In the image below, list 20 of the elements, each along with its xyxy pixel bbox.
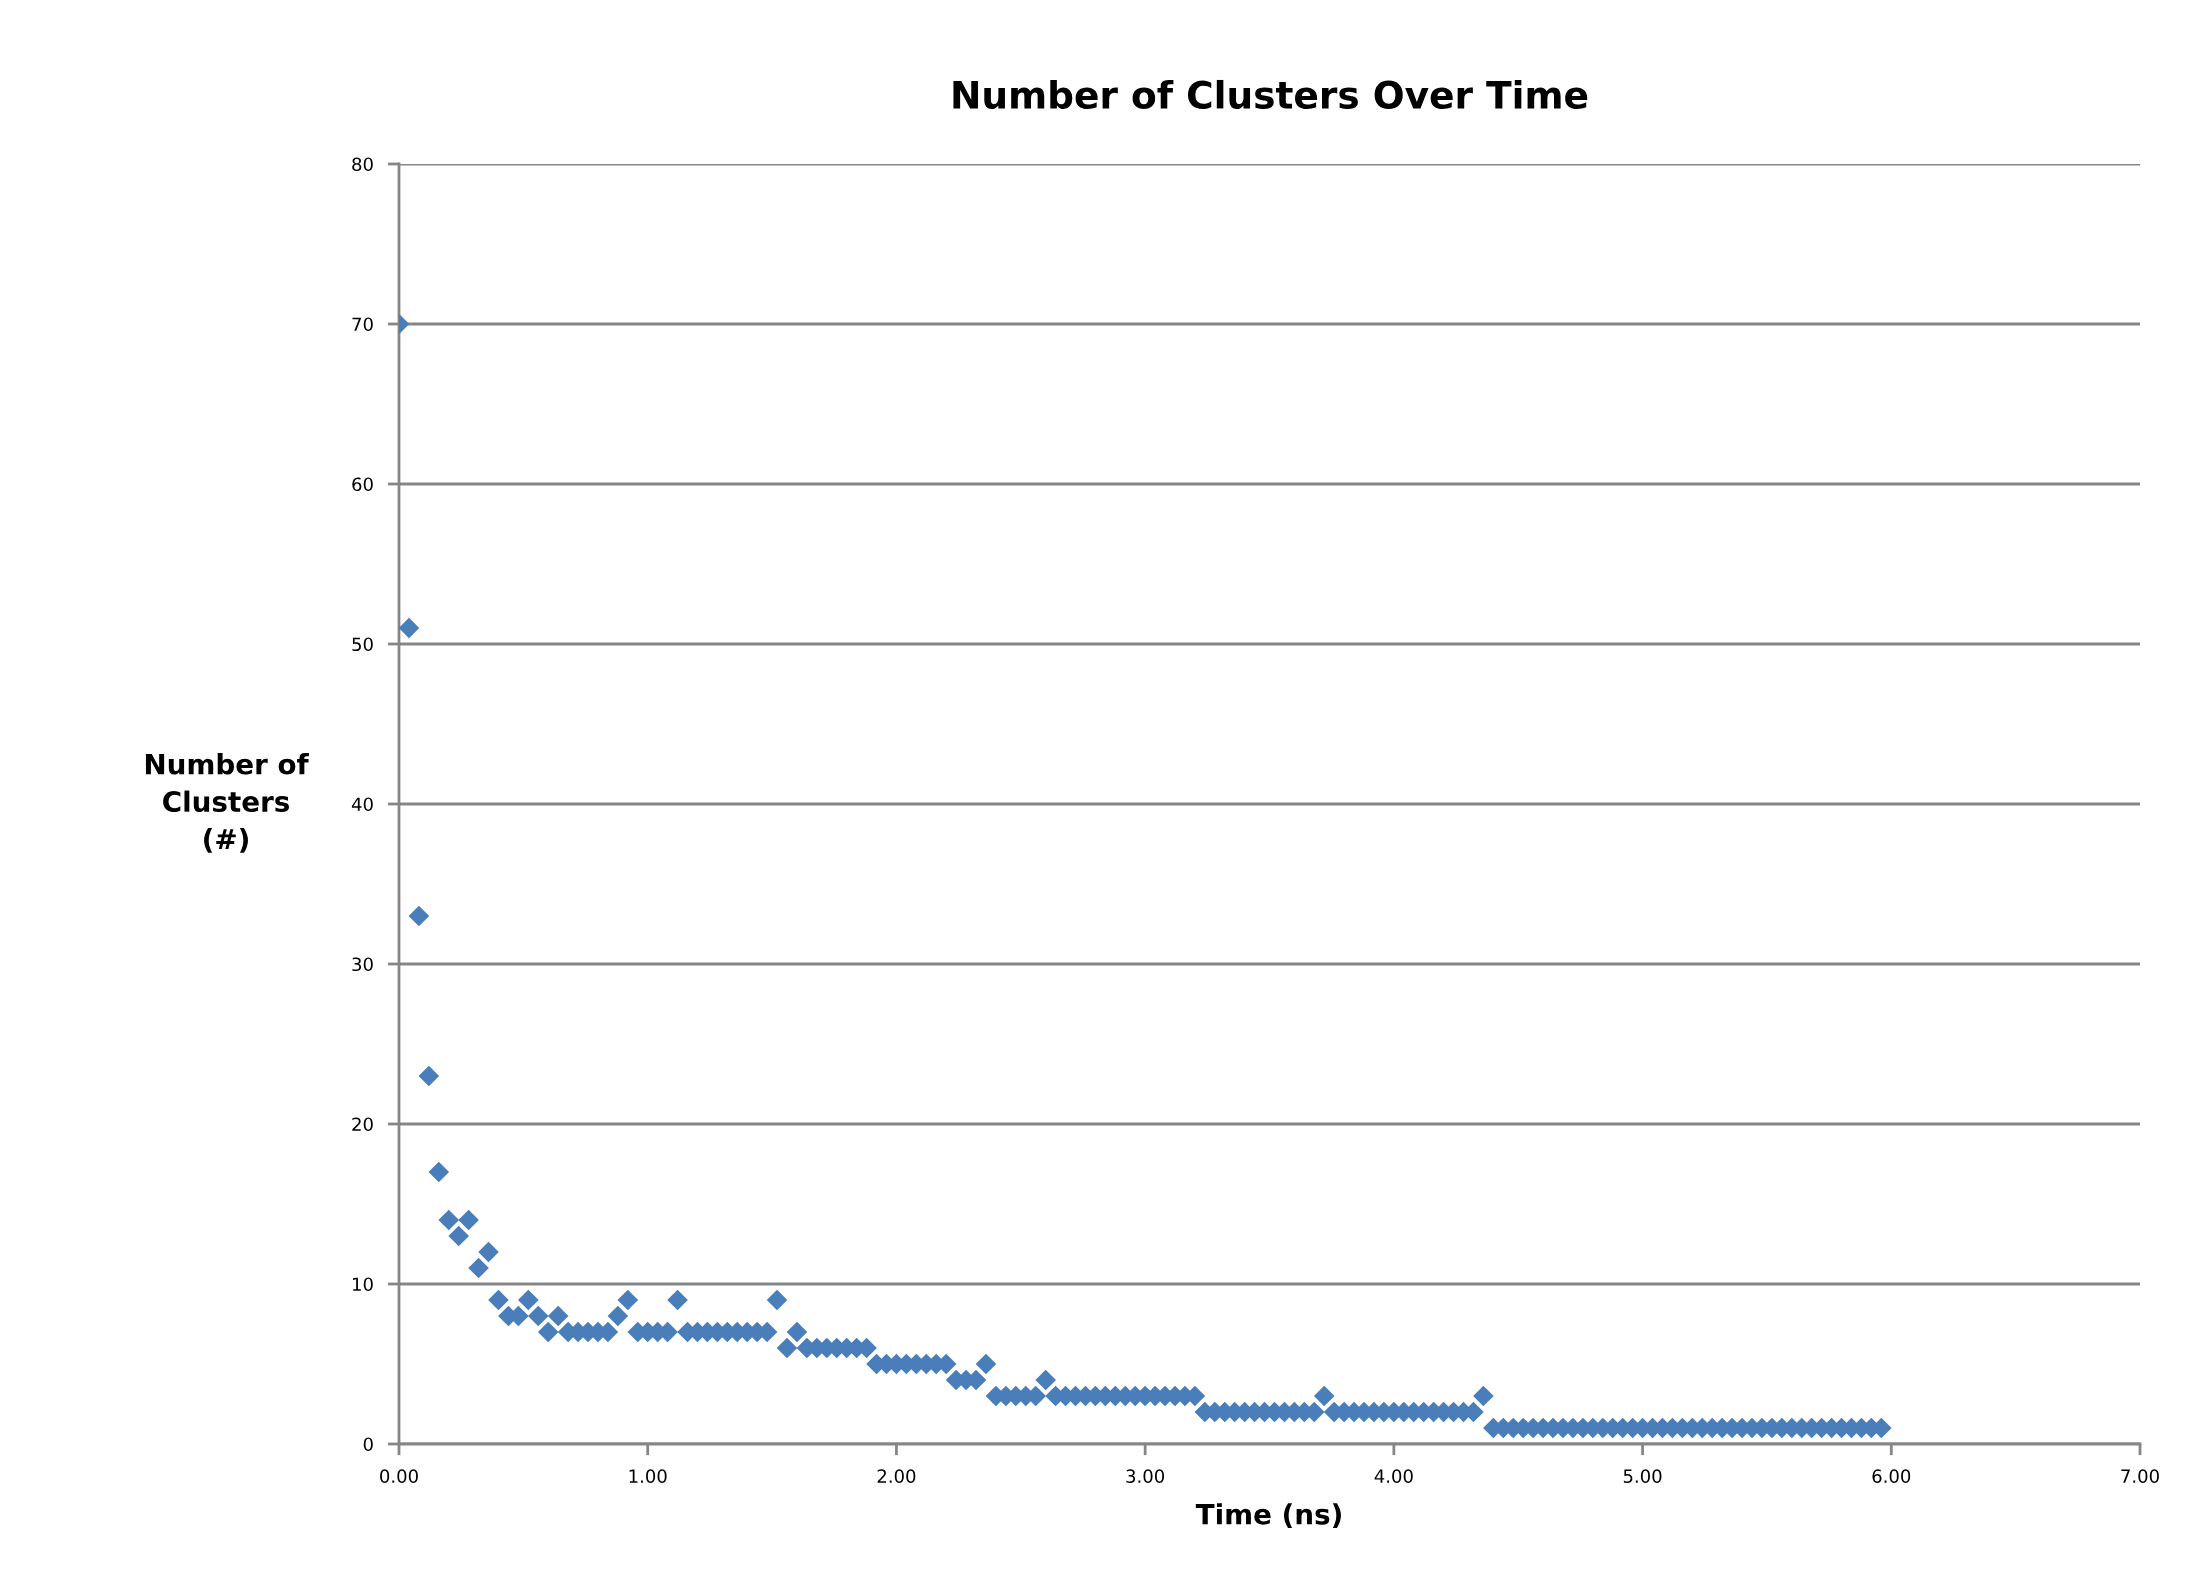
- y-tick-label: 40: [351, 797, 373, 812]
- y-tick-label: 80: [352, 157, 373, 172]
- y-axis-title: Number of Clusters (#): [145, 753, 309, 853]
- x-tick-label: 0.00: [380, 1469, 418, 1483]
- y-tick-label: 10: [353, 1277, 373, 1292]
- x-axis-title: Time (ns): [1195, 1503, 1341, 1528]
- y-tick-label: 20: [352, 1117, 373, 1132]
- y-tick-label: 50: [352, 637, 373, 652]
- y-tick-label: 0: [363, 1437, 373, 1452]
- x-tick-label: 4.00: [1374, 1469, 1413, 1483]
- y-tick-label: 30: [352, 957, 373, 972]
- x-tick-label: 6.00: [1872, 1469, 1911, 1483]
- y-tick-label: 60: [352, 477, 373, 492]
- chart-title: Number of Clusters Over Time: [953, 79, 1588, 109]
- x-tick-label: 3.00: [1126, 1469, 1165, 1483]
- x-tick-label: 5.00: [1623, 1469, 1662, 1483]
- x-tick-label: 7.00: [2121, 1469, 2159, 1483]
- x-tick-label: 1.00: [629, 1469, 667, 1483]
- y-tick-label: 70: [352, 317, 373, 332]
- x-tick-label: 2.00: [877, 1469, 916, 1483]
